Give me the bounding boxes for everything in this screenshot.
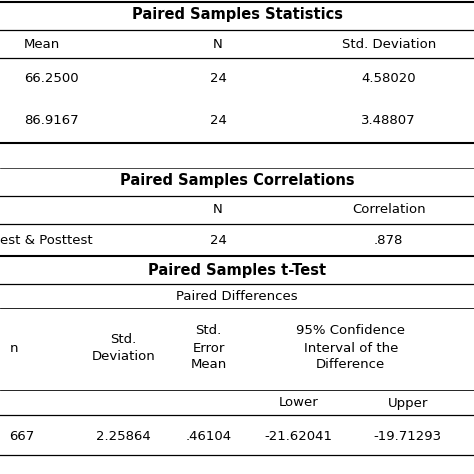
Text: Std.
Deviation: Std. Deviation — [91, 333, 155, 363]
Text: 2.25864: 2.25864 — [96, 429, 151, 443]
Text: Std. Deviation: Std. Deviation — [342, 37, 436, 51]
Text: 4.58020: 4.58020 — [361, 73, 416, 85]
Text: n: n — [9, 341, 18, 355]
Text: .878: .878 — [374, 234, 403, 246]
Text: 3.48807: 3.48807 — [361, 115, 416, 128]
Text: 24: 24 — [210, 234, 227, 246]
Text: 66.2500: 66.2500 — [24, 73, 78, 85]
Text: 95% Confidence
Interval of the
Difference: 95% Confidence Interval of the Differenc… — [296, 325, 405, 372]
Text: N: N — [213, 203, 223, 217]
Text: Std.
Error
Mean: Std. Error Mean — [191, 325, 227, 372]
Text: 24: 24 — [210, 115, 227, 128]
Text: Mean: Mean — [24, 37, 60, 51]
Text: -21.62041: -21.62041 — [264, 429, 333, 443]
Text: Paired Samples Statistics: Paired Samples Statistics — [131, 8, 343, 22]
Text: est & Posttest: est & Posttest — [0, 234, 92, 246]
Text: 667: 667 — [9, 429, 35, 443]
Text: Lower: Lower — [279, 396, 319, 410]
Text: .46104: .46104 — [185, 429, 232, 443]
Text: 86.9167: 86.9167 — [24, 115, 78, 128]
Text: Paired Differences: Paired Differences — [176, 290, 298, 302]
Text: Paired Samples t-Test: Paired Samples t-Test — [148, 263, 326, 277]
Text: 24: 24 — [210, 73, 227, 85]
Text: -19.71293: -19.71293 — [374, 429, 442, 443]
Text: Correlation: Correlation — [352, 203, 426, 217]
Text: N: N — [213, 37, 223, 51]
Text: Paired Samples Correlations: Paired Samples Correlations — [120, 173, 354, 189]
Text: Upper: Upper — [387, 396, 428, 410]
